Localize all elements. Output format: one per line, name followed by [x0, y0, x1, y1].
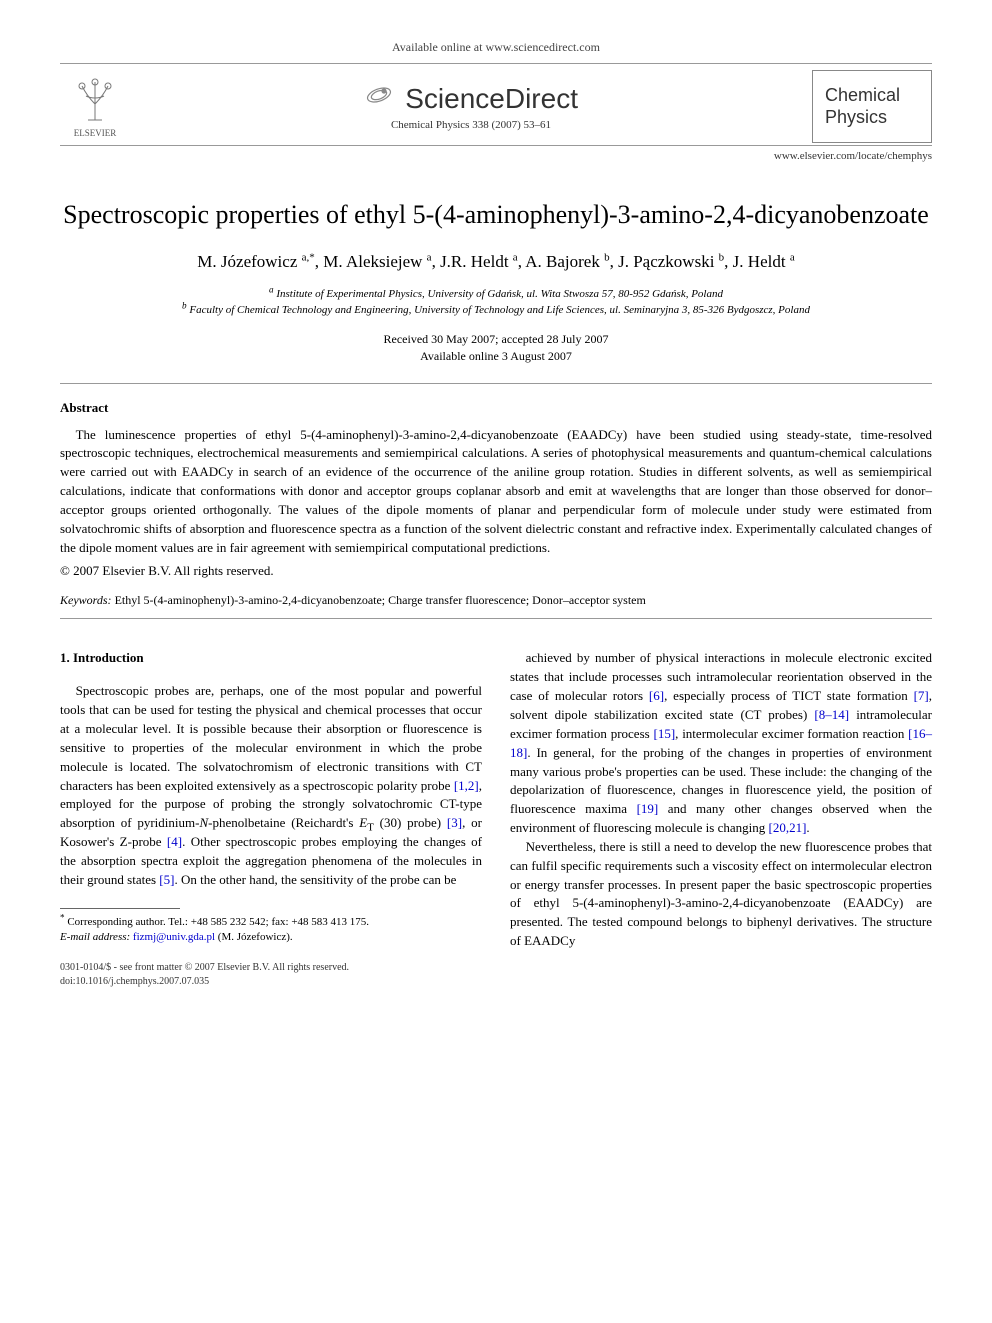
received-date: Received 30 May 2007; accepted 28 July 2…	[60, 331, 932, 348]
available-online-text: Available online at www.sciencedirect.co…	[60, 40, 932, 55]
keywords-text: Ethyl 5-(4-aminophenyl)-3-amino-2,4-dicy…	[115, 593, 646, 607]
affiliation-a: a Institute of Experimental Physics, Uni…	[60, 286, 932, 303]
sciencedirect-block: ScienceDirect Chemical Physics 338 (2007…	[130, 82, 812, 131]
keywords-line: Keywords: Ethyl 5-(4-aminophenyl)-3-amin…	[60, 593, 932, 608]
affiliation-b: b Faculty of Chemical Technology and Eng…	[60, 302, 932, 319]
footnote-email-name: (M. Józefowicz).	[218, 931, 293, 943]
left-column: 1. Introduction Spectroscopic probes are…	[60, 649, 482, 989]
affiliations: a Institute of Experimental Physics, Uni…	[60, 286, 932, 319]
journal-name-box: Chemical Physics	[812, 70, 932, 143]
footnote-email-label: E-mail address:	[60, 931, 130, 943]
divider	[60, 618, 932, 619]
abstract-heading: Abstract	[60, 400, 932, 416]
elsevier-logo: ELSEVIER	[60, 76, 130, 138]
authors-line: M. Józefowicz a,*, M. Aleksiejew a, J.R.…	[60, 252, 932, 272]
footer-line2: doi:10.1016/j.chemphys.2007.07.035	[60, 975, 482, 989]
article-title: Spectroscopic properties of ethyl 5-(4-a…	[60, 198, 932, 232]
header-bar: ELSEVIER ScienceDirect Chemical Physics …	[60, 63, 932, 146]
abstract-copyright: © 2007 Elsevier B.V. All rights reserved…	[60, 563, 932, 579]
divider	[60, 383, 932, 384]
section-1-heading: 1. Introduction	[60, 649, 482, 668]
sd-logo-text: ScienceDirect	[405, 83, 578, 114]
footer-line1: 0301-0104/$ - see front matter © 2007 El…	[60, 961, 482, 975]
intro-paragraph-left: Spectroscopic probes are, perhaps, one o…	[60, 682, 482, 889]
journal-name-line1: Chemical	[825, 85, 919, 107]
journal-reference: Chemical Physics 338 (2007) 53–61	[130, 119, 812, 131]
sd-swirl-icon	[364, 84, 401, 114]
abstract-body: The luminescence properties of ethyl 5-(…	[60, 426, 932, 558]
two-column-body: 1. Introduction Spectroscopic probes are…	[60, 649, 932, 989]
intro-paragraph-right-1: achieved by number of physical interacti…	[510, 649, 932, 837]
article-dates: Received 30 May 2007; accepted 28 July 2…	[60, 331, 932, 365]
elsevier-label: ELSEVIER	[60, 128, 130, 138]
online-date: Available online 3 August 2007	[60, 348, 932, 365]
journal-name-line2: Physics	[825, 107, 919, 129]
keywords-label: Keywords:	[60, 593, 112, 607]
intro-paragraph-right-2: Nevertheless, there is still a need to d…	[510, 838, 932, 951]
footnote-separator	[60, 908, 180, 909]
journal-url[interactable]: www.elsevier.com/locate/chemphys	[60, 150, 932, 162]
footnote-corresponding: Corresponding author. Tel.: +48 585 232 …	[67, 916, 369, 928]
corresponding-author-footnote: * Corresponding author. Tel.: +48 585 23…	[60, 915, 482, 946]
sciencedirect-logo: ScienceDirect	[130, 82, 812, 115]
footnote-email-link[interactable]: fizmj@univ.gda.pl	[133, 931, 215, 943]
elsevier-tree-icon	[60, 76, 130, 128]
right-column: achieved by number of physical interacti…	[510, 649, 932, 989]
footer-copyright: 0301-0104/$ - see front matter © 2007 El…	[60, 961, 482, 989]
